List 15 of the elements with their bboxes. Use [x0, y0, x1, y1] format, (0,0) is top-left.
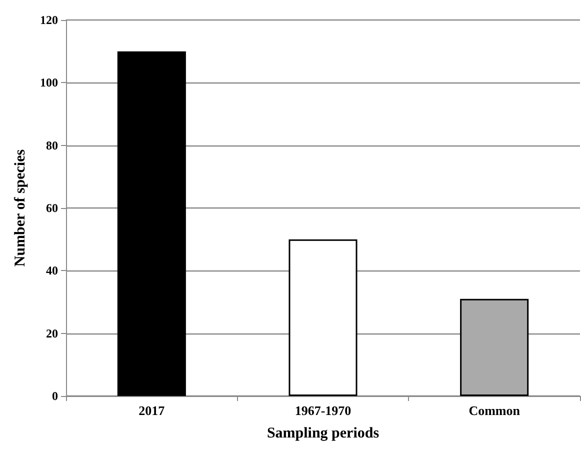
bar: [117, 51, 186, 396]
y-tick-label: 100: [40, 76, 58, 90]
bar: [288, 239, 358, 396]
y-tick-label: 60: [46, 201, 58, 215]
x-tick-label: 1967-1970: [294, 403, 352, 418]
x-axis-title: Sampling periods: [266, 426, 380, 442]
y-tick-label: 20: [46, 326, 58, 340]
y-tick-label: 80: [46, 138, 58, 152]
bar: [460, 298, 529, 396]
y-tick-label: 120: [40, 13, 58, 27]
y-axis-title: Number of species: [12, 149, 28, 267]
x-tick-label: Common: [468, 403, 521, 418]
y-tick-label: 40: [46, 264, 58, 278]
x-tick-label: 2017: [138, 403, 166, 418]
y-tick-label: 0: [52, 389, 58, 403]
